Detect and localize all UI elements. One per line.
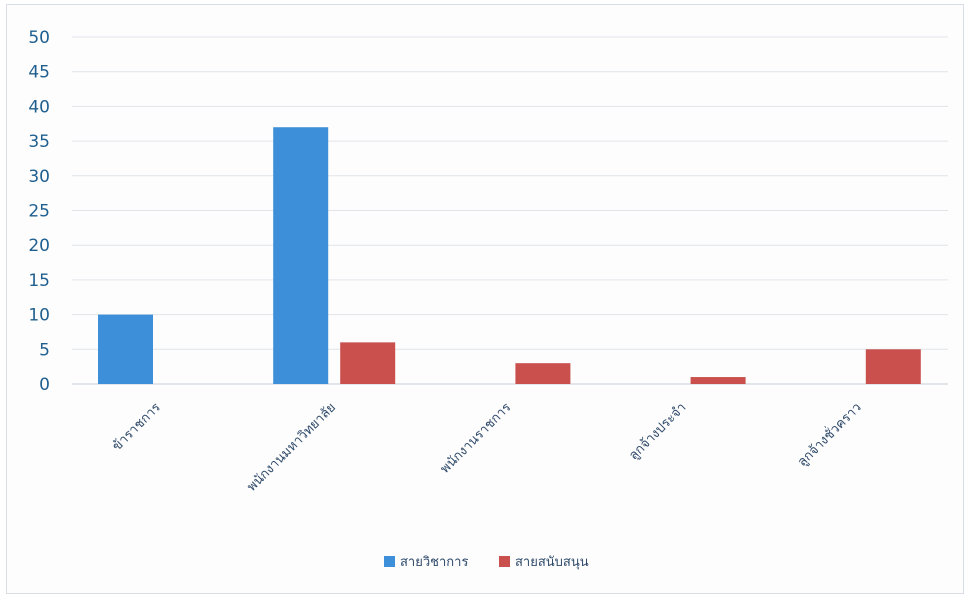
- bar-support: [340, 342, 396, 384]
- x-category-label: ลูกจ้างประจำ: [626, 400, 689, 463]
- bar-academic: [98, 314, 153, 384]
- legend-label-support: สายสนับสนุน: [515, 555, 589, 570]
- bar-support: [690, 377, 746, 384]
- gridlines: [72, 36, 948, 385]
- bars: [98, 127, 921, 384]
- y-tick-label: 5: [39, 340, 50, 360]
- y-tick-label: 40: [28, 97, 50, 117]
- legend-label-academic: สายวิชาการ: [400, 555, 468, 570]
- legend-swatch-support: [499, 556, 510, 567]
- y-tick-label: 15: [28, 271, 50, 291]
- x-category-label: พนักงานราชการ: [438, 400, 514, 476]
- y-tick-label: 45: [28, 63, 50, 83]
- chart-frame: [6, 4, 964, 594]
- y-tick-label: 50: [28, 28, 50, 48]
- y-tick-label: 20: [28, 236, 50, 256]
- y-axis-ticks: 0 5 10 15 20 25 30 35 40 45 50: [28, 28, 50, 395]
- y-tick-label: 25: [28, 202, 50, 222]
- bar-support: [515, 363, 571, 384]
- legend: สายวิชาการ สายสนับสนุน: [384, 555, 589, 570]
- y-tick-label: 35: [28, 132, 50, 152]
- bar-academic: [273, 127, 329, 384]
- x-category-label: ลูกจ้างชั่วคราว: [794, 399, 865, 470]
- legend-swatch-academic: [384, 556, 395, 567]
- y-tick-label: 0: [39, 375, 50, 395]
- y-tick-label: 30: [28, 167, 50, 187]
- bar-support: [865, 349, 921, 384]
- x-category-label: พนักงานมหาวิทยาลัย: [245, 400, 340, 495]
- y-tick-label: 10: [28, 306, 50, 326]
- x-category-label: ข้าราชการ: [110, 400, 164, 454]
- x-axis-labels: ข้าราชการ พนักงานมหาวิทยาลัย พนักงานราชการ…: [110, 399, 865, 495]
